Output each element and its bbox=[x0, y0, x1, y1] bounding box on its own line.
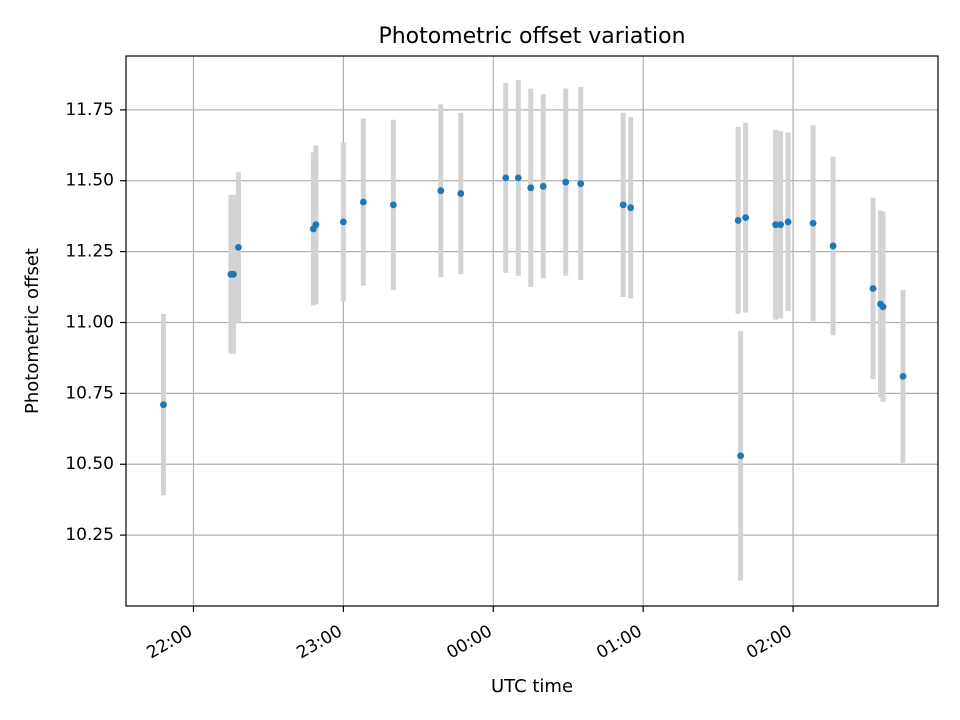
data-point bbox=[784, 218, 792, 226]
data-point bbox=[734, 217, 742, 224]
x-tick-label: 00:00 bbox=[443, 621, 495, 663]
data-point bbox=[230, 270, 237, 278]
data-point bbox=[312, 221, 320, 229]
data-point bbox=[562, 178, 570, 186]
y-tick-label: 10.75 bbox=[65, 383, 114, 403]
grid-lines bbox=[126, 56, 938, 606]
y-axis-label: Photometric offset bbox=[22, 248, 43, 414]
data-point bbox=[359, 198, 367, 206]
data-point bbox=[899, 372, 907, 380]
data-points bbox=[160, 174, 907, 460]
y-tick-label: 10.50 bbox=[65, 454, 114, 474]
data-point bbox=[737, 452, 745, 460]
y-tick-label: 11.25 bbox=[65, 242, 114, 262]
data-point bbox=[339, 218, 347, 226]
axis-ticks: 22:00 23:00 00:00 01:00 02:00 10.25 10.50 10.75… bbox=[65, 100, 795, 663]
x-tick-label: 23:00 bbox=[293, 621, 345, 663]
data-point bbox=[809, 219, 817, 227]
data-point bbox=[502, 174, 510, 182]
x-tick-label: 02:00 bbox=[743, 621, 795, 663]
y-tick-label: 11.75 bbox=[65, 100, 114, 120]
data-point bbox=[235, 243, 242, 251]
data-point bbox=[437, 187, 445, 195]
data-point bbox=[539, 183, 547, 190]
data-point bbox=[829, 242, 837, 250]
data-point bbox=[879, 303, 887, 311]
chart-title: Photometric offset variation bbox=[378, 24, 685, 49]
data-point bbox=[772, 221, 779, 229]
data-point bbox=[619, 201, 627, 209]
data-point bbox=[869, 285, 877, 292]
x-tick-label: 01:00 bbox=[593, 621, 645, 663]
data-point bbox=[457, 190, 465, 197]
plot-frame bbox=[125, 55, 939, 607]
data-point bbox=[514, 174, 522, 182]
data-point bbox=[777, 221, 784, 229]
data-point bbox=[577, 180, 585, 187]
y-tick-label: 11.00 bbox=[65, 312, 114, 332]
error-bars bbox=[160, 80, 906, 581]
data-point bbox=[160, 401, 167, 409]
x-tick-label: 22:00 bbox=[144, 621, 196, 663]
x-axis-label: UTC time bbox=[491, 676, 573, 697]
y-tick-label: 10.25 bbox=[65, 525, 114, 545]
data-point bbox=[627, 204, 635, 212]
data-point bbox=[527, 184, 535, 192]
data-point bbox=[389, 201, 397, 209]
y-tick-label: 11.50 bbox=[65, 171, 114, 191]
data-point bbox=[742, 214, 750, 221]
